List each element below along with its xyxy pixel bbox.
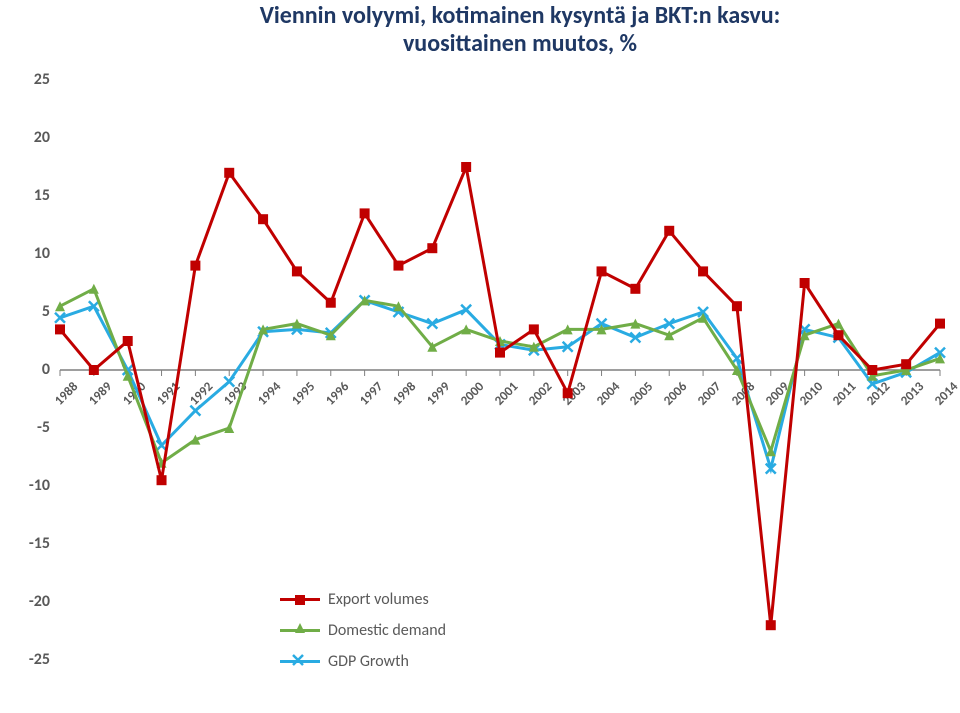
chart-svg [0,0,960,713]
legend-item-gdp: GDP Growth [280,652,446,671]
legend: Export volumes Domestic demand GDP Growth [280,590,446,683]
legend-item-export: Export volumes [280,590,446,609]
legend-label: Domestic demand [328,621,446,640]
legend-item-domestic: Domestic demand [280,621,446,640]
legend-label: GDP Growth [328,652,409,671]
legend-label: Export volumes [328,590,429,609]
chart-container: Viennin volyymi, kotimainen kysyntä ja B… [0,0,960,713]
